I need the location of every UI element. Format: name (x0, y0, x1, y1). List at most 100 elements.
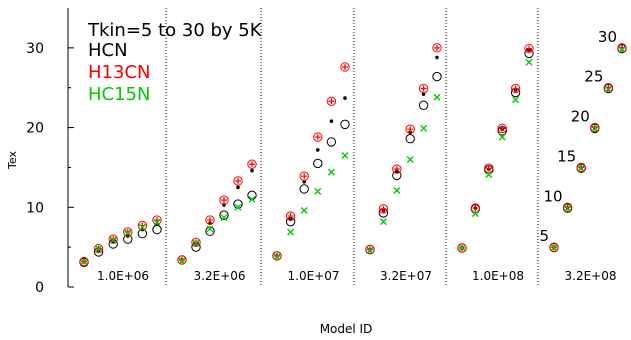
h13cn-point (603, 83, 614, 93)
h13cn-point (497, 123, 507, 134)
h13cn-point-cross (472, 205, 479, 212)
legend-label-hc15n: HC15N (88, 84, 150, 105)
h13cn-point-cross (328, 98, 335, 105)
h13cn-point-cross (301, 173, 308, 180)
y-tick-label: 10 (26, 200, 44, 216)
axes: 0 10 20 30 (26, 8, 74, 296)
hc15n-point (220, 214, 228, 222)
hcn-open-point (405, 134, 415, 144)
hc15n-point (206, 225, 214, 233)
h13cn-point-cross (512, 85, 519, 92)
point-labels: 5 10 15 20 25 30 (539, 28, 617, 245)
hc15n-point (471, 210, 479, 218)
y-tick-label: 0 (35, 280, 44, 296)
h13cn-point (457, 243, 467, 253)
y-axis-label: Tex (6, 151, 19, 170)
group-label: 3.2E+06 (194, 269, 246, 283)
h13cn-point-cross (342, 63, 348, 70)
hc15n-point (153, 218, 161, 226)
h13cn-point-cross (485, 165, 492, 172)
hcn-filled-point (435, 55, 439, 60)
h13cn-point (484, 163, 494, 173)
h13cn-point-cross (380, 205, 387, 212)
hc15n-point (287, 228, 295, 236)
hc15n-point (550, 244, 558, 252)
h13cn-point (191, 237, 201, 248)
hc15n-point (314, 187, 322, 195)
h13cn-point (510, 83, 521, 94)
h13cn-point-cross (393, 166, 400, 173)
hc15n-point (327, 168, 335, 176)
hc15n-point (577, 164, 585, 172)
h13cn-point (123, 227, 133, 237)
hcn-filled-point (302, 179, 307, 184)
tkin-point-label: 5 (539, 227, 549, 245)
hcn-open-point (432, 71, 442, 82)
hcn-filled-point (421, 92, 426, 96)
tkin-point-label: 10 (544, 187, 563, 205)
h13cn-point (219, 195, 229, 205)
h13cn-point (285, 211, 296, 221)
h13cn-point-cross (249, 161, 255, 168)
hcn-filled-point (329, 119, 334, 123)
hc15n-point (178, 257, 186, 265)
hc15n-point (485, 171, 493, 179)
h13cn-point (93, 244, 104, 254)
legend-label-hcn: HCN (88, 40, 128, 61)
h13cn-point (432, 43, 442, 53)
h13cn-point-cross (314, 134, 321, 141)
hcn-open-point (152, 224, 162, 235)
h13cn-point (418, 83, 429, 94)
x-axis-label: Model ID (320, 322, 373, 336)
hc15n-point (248, 195, 256, 203)
hc15n-point (80, 257, 88, 265)
h13cn-point (340, 62, 350, 72)
tkin-point-label: 15 (557, 147, 576, 165)
h13cn-point (326, 96, 337, 106)
y-tick-label: 20 (26, 121, 44, 137)
y-tick-label: 30 (26, 41, 44, 57)
h13cn-point (177, 255, 187, 265)
hc15n-point (618, 45, 626, 53)
group-label: 1.0E+08 (472, 269, 524, 283)
hc15n-point (512, 96, 520, 104)
h13cn-point-cross (221, 197, 227, 204)
hc15n-point (109, 236, 117, 244)
data-points (79, 43, 627, 267)
h13cn-point-cross (434, 44, 440, 51)
hc15n-point (95, 245, 103, 253)
legend-annotation: Tkin=5 to 30 by 5K (87, 20, 263, 41)
legend-label-h13cn: H13CN (88, 62, 150, 83)
group-label: 1.0E+06 (97, 269, 149, 283)
hcn-open-point (205, 226, 215, 236)
h13cn-point (617, 43, 627, 53)
h13cn-point-cross (526, 45, 532, 52)
hc15n-point (192, 239, 200, 247)
hc15n-point (498, 133, 506, 141)
h13cn-point (470, 203, 481, 213)
hc15n-point (300, 206, 308, 214)
hc15n-point (564, 204, 572, 212)
hc15n-point (379, 218, 387, 226)
hcn-open-point (313, 158, 323, 169)
hc15n-point (273, 253, 281, 261)
group-label: 3.2E+07 (380, 269, 432, 283)
hc15n-point (341, 151, 349, 159)
h13cn-point (299, 171, 309, 181)
hc15n-point (406, 155, 414, 163)
hc15n-point (420, 124, 428, 132)
h13cn-point (576, 162, 586, 173)
hc15n-point (591, 124, 599, 132)
group-labels: 1.0E+06 3.2E+06 1.0E+07 3.2E+07 1.0E+08 3.2E+… (97, 269, 617, 283)
h13cn-point (247, 159, 257, 169)
hc15n-point (604, 85, 612, 93)
h13cn-point-cross (235, 177, 241, 184)
hc15n-point (393, 187, 401, 195)
hc15n-point (525, 58, 533, 66)
hcn-open-point (340, 119, 350, 130)
h13cn-point (137, 220, 148, 231)
tkin-point-label: 30 (598, 28, 617, 46)
h13cn-point (272, 251, 282, 261)
hcn-open-point (418, 100, 429, 110)
hcn-filled-point (250, 168, 254, 173)
